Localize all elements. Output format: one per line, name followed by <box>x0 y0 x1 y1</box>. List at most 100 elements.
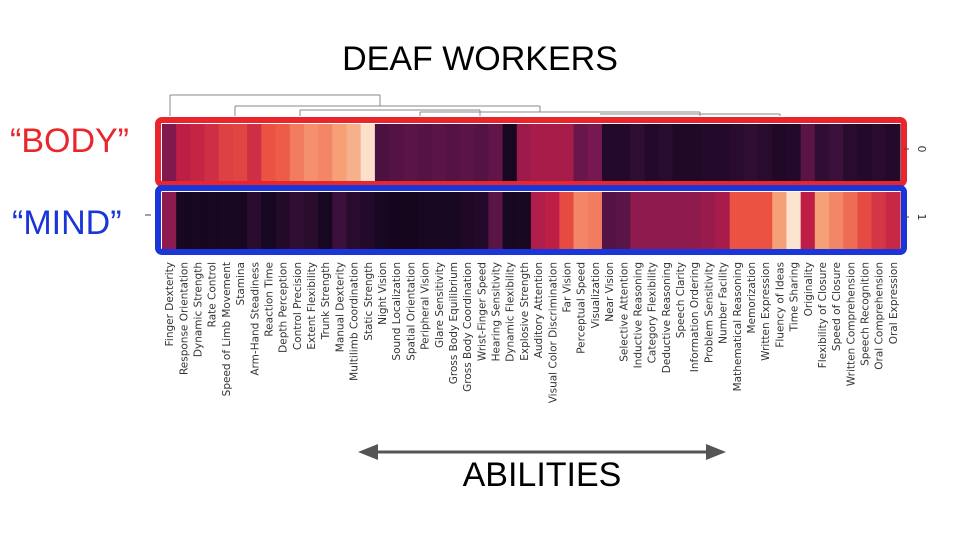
heatmap-cell <box>332 124 348 182</box>
row-label-body: “BODY” <box>10 122 129 160</box>
x-tick-label: Speed of Limb Movement <box>221 262 233 396</box>
x-tick-label: Multilimb Coordination <box>349 262 361 381</box>
heatmap-cell <box>431 192 447 250</box>
x-tick-label: Deductive Reasoning <box>661 262 673 373</box>
arrow-head-right <box>706 444 726 460</box>
x-tick-label: Gross Body Equilibrium <box>448 262 460 384</box>
x-tick-label: Explosive Strength <box>519 262 531 361</box>
heatmap-cell <box>587 124 603 182</box>
x-tick-label: Sound Localization <box>391 262 403 361</box>
heatmap-cell <box>190 192 206 250</box>
heatmap-cell <box>843 124 859 182</box>
mind-row-box <box>155 185 907 255</box>
heatmap-cell <box>445 192 461 250</box>
heatmap-cell <box>190 124 206 182</box>
row-group-boxes <box>155 117 907 255</box>
x-tick-label: Memorization <box>746 262 758 333</box>
x-tick-label: Extent Flexibility <box>306 262 318 350</box>
x-tick-label: Near Vision <box>604 262 616 322</box>
heatmap-cell <box>587 192 603 250</box>
heatmap-cell <box>743 124 759 182</box>
y-tick-label: 1 <box>915 214 928 221</box>
heatmap-cell <box>701 124 717 182</box>
x-tick-labels: Finger Dexterity Response Orientation Dyna… <box>164 262 900 403</box>
x-tick-label: Visual Color Discrimination <box>547 262 559 403</box>
x-tick-label: Glare Sensitivity <box>434 262 446 348</box>
heatmap-cell <box>672 124 688 182</box>
heatmap-cell <box>800 124 816 182</box>
x-tick-label: Speed of Closure <box>831 262 843 351</box>
heatmap-cell <box>559 124 575 182</box>
heatmap-cell <box>573 192 589 250</box>
heatmap-cell <box>474 192 490 250</box>
heatmap-cell <box>857 124 873 182</box>
heatmap-cell <box>843 192 859 250</box>
x-tick-label: Perceptual Speed <box>576 262 588 354</box>
heatmap-cell <box>318 192 333 250</box>
heatmap-cell <box>814 192 830 250</box>
abilities-arrow <box>358 444 726 460</box>
x-tick-label: Static Strength <box>363 262 375 341</box>
heatmap-cell <box>318 124 333 182</box>
heatmap-cell <box>885 192 901 250</box>
heatmap-cell <box>261 192 277 250</box>
dendrogram <box>169 94 781 116</box>
x-tick-label: Written Expression <box>760 262 772 361</box>
heatmap-cell <box>204 124 220 182</box>
y-tick-labels: 01 <box>145 146 928 221</box>
x-tick-label: Speech Recognition <box>860 262 872 366</box>
heatmap-cell <box>374 192 390 250</box>
heatmap-cell <box>800 192 816 250</box>
heatmap-cell <box>176 124 191 182</box>
heatmap-cell <box>885 124 901 182</box>
heatmap-cell <box>743 192 759 250</box>
x-tick-label: Information Ordering <box>689 262 701 372</box>
heatmap-cell <box>261 124 277 182</box>
heatmap-cell <box>460 192 475 250</box>
row-label-mind: “MIND” <box>12 204 122 242</box>
heatmap-cell <box>218 192 234 250</box>
heatmap-cell <box>871 192 887 250</box>
heatmap-cell <box>389 192 404 250</box>
heatmap-cell <box>630 192 646 250</box>
heatmap-cell <box>644 192 660 250</box>
heatmap-cell <box>403 192 419 250</box>
heatmap-cell <box>502 192 518 250</box>
heatmap-cell <box>417 124 433 182</box>
x-tick-label: Depth Perception <box>278 262 290 353</box>
x-tick-label: Dynamic Flexibility <box>505 262 517 362</box>
arrow-head-left <box>358 444 378 460</box>
abilities-caption: ABILITIES <box>462 456 622 494</box>
x-tick-label: Time Sharing <box>789 262 801 332</box>
x-tick-label: Rate Control <box>207 262 219 327</box>
heatmap-cell <box>502 124 518 182</box>
x-tick-label: Oral Expression <box>888 262 900 344</box>
x-tick-label: Problem Sensitivity <box>703 262 715 363</box>
heatmap-cell <box>857 192 873 250</box>
heatmap-cell <box>232 192 248 250</box>
heatmap-cell <box>545 124 560 182</box>
x-tick-label: Gross Body Coordination <box>462 262 474 392</box>
x-tick-label: Arm-Hand Steadiness <box>249 262 261 376</box>
x-tick-label: Selective Attention <box>618 262 630 362</box>
x-tick-label: Response Orientation <box>178 262 190 375</box>
heatmap-cell <box>616 124 631 182</box>
x-tick-label: Finger Dexterity <box>164 262 176 346</box>
y-tick-label: 0 <box>915 146 928 153</box>
heatmap-cell <box>672 192 688 250</box>
heatmap-cell <box>658 124 674 182</box>
x-tick-label: Originality <box>803 262 815 316</box>
heatmap-cell <box>232 124 248 182</box>
heatmap-cell <box>389 124 404 182</box>
heatmap-cell <box>871 124 887 182</box>
heatmap-cell <box>403 124 419 182</box>
heatmap-cell <box>289 192 305 250</box>
x-tick-label: Wrist-Finger Speed <box>476 262 488 361</box>
x-tick-label: Written Comprehension <box>845 262 857 386</box>
x-tick-label: Oral Comprehension <box>874 262 886 370</box>
heatmap-cell <box>218 124 234 182</box>
heatmap-cell <box>715 192 731 250</box>
heatmap-cell <box>488 192 504 250</box>
heatmap-cell <box>829 192 844 250</box>
